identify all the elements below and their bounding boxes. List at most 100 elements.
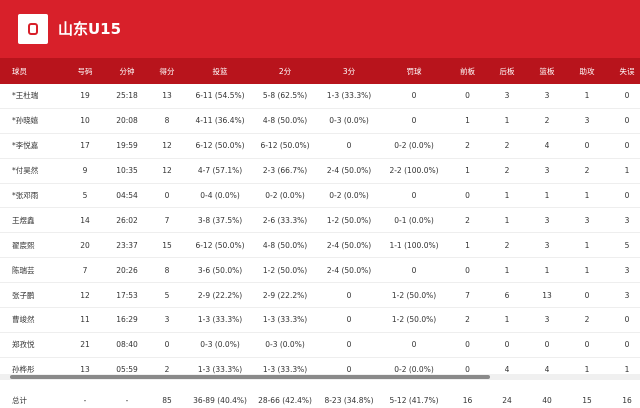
cell: 4-11 (36.4%) [188,108,252,134]
cell: 23:37 [108,232,146,259]
cell: - [108,381,146,408]
cell: 13 [527,282,567,309]
cell: 2-6 (33.3%) [252,207,318,234]
cell: 1 [448,158,487,184]
scrollbar[interactable] [0,374,640,380]
column-header: 篮板 [527,58,567,84]
cell: 1-3 (33.3%) [318,84,380,109]
cell: 1-2 (50.0%) [318,207,380,234]
cell: 0 [607,133,640,159]
cell: 7 [146,207,188,234]
cell: 2-9 (22.2%) [188,282,252,309]
cell: 1 [487,257,527,284]
player-row: 郑孜悦 21 08:40 0 0-3 (0.0%) 0-3 (0.0%) 0 0 0 0 0 0 0 [0,332,640,358]
cell: 16:29 [108,307,146,333]
cell: 0 [318,282,380,309]
cell: 3 [567,207,607,234]
cell: 1 [527,257,567,284]
cell: 10 [62,108,108,134]
cell: 5-12 (41.7%) [380,381,448,408]
cell: 8-23 (34.8%) [318,381,380,408]
cell: 1-2 (50.0%) [380,282,448,309]
cell: 1 [567,84,607,109]
cell: 3 [567,108,607,134]
cell: 3 [527,158,567,184]
cell: 10:35 [108,158,146,184]
column-header: 3分 [318,58,380,84]
cell: 3 [527,307,567,333]
cell: 1-2 (50.0%) [252,257,318,284]
cell: 翟宸熙 [0,232,62,259]
header-row: 球员 号码 分钟 得分 投篮 2分 3分 罚球 前板 后板 篮板 助攻 失误 [0,58,640,84]
cell: 张子鹏 [0,282,62,309]
team-title: 山东U15 [58,20,122,38]
cell: 0 [380,183,448,209]
banner: 山东U15 [0,0,640,58]
cell: 2 [487,158,527,184]
cell: 0 [146,183,188,209]
cell: *李悦嘉 [0,133,62,159]
cell: 1 [487,183,527,209]
cell: 13 [62,357,108,386]
cell: 85 [146,381,188,408]
cell: 1 [487,108,527,134]
column-header: 得分 [146,58,188,84]
column-header: 投篮 [188,58,252,84]
cell: 15 [146,232,188,259]
scroll-thumb[interactable] [10,375,490,379]
cell: 0 [318,307,380,333]
cell: 6 [487,282,527,309]
cell: 04:54 [108,183,146,209]
cell: 孙桦彤 [0,357,62,386]
cell: 郑孜悦 [0,332,62,358]
cell: *孙晓嬉 [0,108,62,134]
cell: 28-66 (42.4%) [252,381,318,408]
cell: 12 [62,282,108,309]
cell: 2-4 (50.0%) [318,158,380,184]
team-logo [18,14,48,44]
cell: 9 [62,158,108,184]
cell: 21 [62,332,108,358]
cell: 3 [607,282,640,309]
cell: 0 [448,183,487,209]
cell: 0 [448,357,487,386]
cell: 2 [146,357,188,386]
cell: 3-6 (50.0%) [188,257,252,284]
cell: 8 [146,257,188,284]
player-row: *孙晓嬉 10 20:08 8 4-11 (36.4%) 4-8 (50.0%) 0-3 (… [0,108,640,134]
player-row: 曹竣然 11 16:29 3 1-3 (33.3%) 1-3 (33.3%) 0 1-2 (5… [0,307,640,333]
cell: 6-11 (54.5%) [188,84,252,109]
cell: 20 [62,232,108,259]
cell: 1 [487,207,527,234]
cell: 0 [380,108,448,134]
cell: 1 [487,307,527,333]
cell: 0 [607,307,640,333]
cell: 2 [567,158,607,184]
cell: 8 [146,108,188,134]
player-row: 陈瑞芸 7 20:26 8 3-6 (50.0%) 1-2 (50.0%) 2-4 (50.… [0,257,640,284]
cell: 19:59 [108,133,146,159]
cell: 0 [607,332,640,358]
column-header: 号码 [62,58,108,84]
cell: 0 [448,257,487,284]
cell: 1 [567,232,607,259]
cell: 17:53 [108,282,146,309]
cell: 0 [318,332,380,358]
cell: 0 [607,183,640,209]
cell: 2 [527,108,567,134]
cell: 2-4 (50.0%) [318,257,380,284]
cell: 1 [567,257,607,284]
cell: 1 [607,357,640,386]
cell: 4-8 (50.0%) [252,232,318,259]
cell: 1 [567,357,607,386]
cell: 05:59 [108,357,146,386]
cell: 2 [448,133,487,159]
player-row: 张子鹏 12 17:53 5 2-9 (22.2%) 2-9 (22.2%) 0 1-2 (5… [0,282,640,309]
cell: 26:02 [108,207,146,234]
cell: 5-8 (62.5%) [252,84,318,109]
cell: 0 [380,257,448,284]
cell: 6-12 (50.0%) [188,232,252,259]
cell: 1-3 (33.3%) [252,357,318,386]
cell: 17 [62,133,108,159]
cell: 3 [527,232,567,259]
